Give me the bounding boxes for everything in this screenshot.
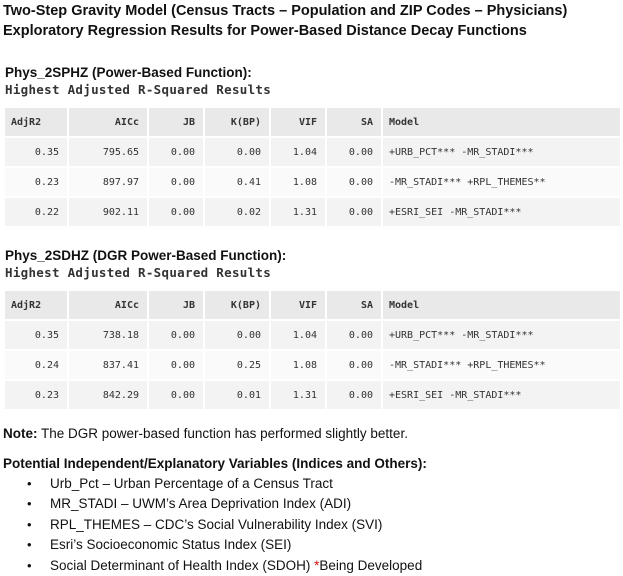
table-row: 0.24 837.41 0.00 0.25 1.08 0.00 -MR_STAD… xyxy=(5,351,622,381)
cell-aicc: 902.11 xyxy=(69,198,149,228)
col-header-aicc: AICc xyxy=(69,291,149,321)
bullet-icon: • xyxy=(27,496,32,512)
col-header-jb: JB xyxy=(149,291,205,321)
table-row: 0.22 902.11 0.00 0.02 1.31 0.00 +ESRI_SE… xyxy=(5,198,622,228)
col-header-adjr2: AdjR2 xyxy=(5,291,69,321)
cell-model: -MR_STADI*** +RPL_THEMES** xyxy=(383,168,622,198)
cell-jb: 0.00 xyxy=(149,381,205,411)
cell-jb: 0.00 xyxy=(149,138,205,168)
cell-model: +URB_PCT*** -MR_STADI*** xyxy=(383,138,622,168)
cell-adjr2: 0.35 xyxy=(5,138,69,168)
col-header-jb: JB xyxy=(149,108,205,138)
cell-vif: 1.08 xyxy=(271,351,327,381)
section1-results-table: AdjR2 AICc JB K(BP) VIF SA Model 0.35 79… xyxy=(5,108,622,228)
section2-label: Phys_2SDHZ (DGR Power-Based Function): xyxy=(5,248,287,263)
cell-jb: 0.00 xyxy=(149,198,205,228)
note: Note: The DGR power-based function has p… xyxy=(3,425,408,442)
cell-kbp: 0.00 xyxy=(205,321,271,351)
list-item-text: MR_STADI – UWM’s Area Deprivation Index … xyxy=(50,496,352,512)
cell-kbp: 0.25 xyxy=(205,351,271,381)
cell-vif: 1.08 xyxy=(271,168,327,198)
cell-sa: 0.00 xyxy=(327,351,383,381)
bullet-icon: • xyxy=(27,537,32,553)
list-item: • MR_STADI – UWM’s Area Deprivation Index… xyxy=(0,494,422,514)
cell-aicc: 795.65 xyxy=(69,138,149,168)
col-header-kbp: K(BP) xyxy=(205,108,271,138)
table-header-row: AdjR2 AICc JB K(BP) VIF SA Model xyxy=(5,108,622,138)
list-item: • Social Determinant of Health Index (SDO… xyxy=(0,556,422,576)
col-header-model: Model xyxy=(383,108,622,138)
cell-jb: 0.00 xyxy=(149,351,205,381)
table-row: 0.23 842.29 0.00 0.01 1.31 0.00 +ESRI_SE… xyxy=(5,381,622,411)
list-item-text: RPL_THEMES – CDC’s Social Vulnerability … xyxy=(50,516,383,532)
cell-kbp: 0.41 xyxy=(205,168,271,198)
list-item-text: Esri’s Socioeconomic Status Index (SEI) xyxy=(50,537,292,553)
cell-adjr2: 0.24 xyxy=(5,351,69,381)
cell-model: +ESRI_SEI -MR_STADI*** xyxy=(383,198,622,228)
cell-jb: 0.00 xyxy=(149,168,205,198)
list-item-suffix: Being Developed xyxy=(319,557,423,573)
cell-aicc: 842.29 xyxy=(69,381,149,411)
section1-label: Phys_2SPHZ (Power-Based Function): xyxy=(5,65,252,80)
list-item: • Esri’s Socioeconomic Status Index (SEI) xyxy=(0,535,422,555)
cell-sa: 0.00 xyxy=(327,168,383,198)
cell-sa: 0.00 xyxy=(327,381,383,411)
title-line-2: Exploratory Regression Results for Power… xyxy=(3,23,527,39)
table-row: 0.35 738.18 0.00 0.00 1.04 0.00 +URB_PCT… xyxy=(5,321,622,351)
cell-vif: 1.31 xyxy=(271,381,327,411)
col-header-vif: VIF xyxy=(271,108,327,138)
cell-aicc: 837.41 xyxy=(69,351,149,381)
list-item-text: Urb_Pct – Urban Percentage of a Census T… xyxy=(50,476,333,491)
cell-aicc: 897.97 xyxy=(69,168,149,198)
list-item-text: Social Determinant of Health Index (SDOH… xyxy=(50,557,315,573)
col-header-sa: SA xyxy=(327,108,383,138)
col-header-aicc: AICc xyxy=(69,108,149,138)
cell-kbp: 0.01 xyxy=(205,381,271,411)
col-header-model: Model xyxy=(383,291,622,321)
cell-aicc: 738.18 xyxy=(69,321,149,351)
section2-results-table: AdjR2 AICc JB K(BP) VIF SA Model 0.35 73… xyxy=(5,291,622,411)
cell-adjr2: 0.23 xyxy=(5,381,69,411)
cell-adjr2: 0.23 xyxy=(5,168,69,198)
cell-vif: 1.04 xyxy=(271,321,327,351)
col-header-kbp: K(BP) xyxy=(205,291,271,321)
col-header-adjr2: AdjR2 xyxy=(5,108,69,138)
cell-model: +ESRI_SEI -MR_STADI*** xyxy=(383,381,622,411)
cell-jb: 0.00 xyxy=(149,321,205,351)
list-item: • Urb_Pct – Urban Percentage of a Census … xyxy=(0,474,422,494)
col-header-vif: VIF xyxy=(271,291,327,321)
cell-adjr2: 0.35 xyxy=(5,321,69,351)
cell-adjr2: 0.22 xyxy=(5,198,69,228)
table-row: 0.35 795.65 0.00 0.00 1.04 0.00 +URB_PCT… xyxy=(5,138,622,168)
cell-kbp: 0.00 xyxy=(205,138,271,168)
table-header-row: AdjR2 AICc JB K(BP) VIF SA Model xyxy=(5,291,622,321)
col-header-sa: SA xyxy=(327,291,383,321)
list-item: • RPL_THEMES – CDC’s Social Vulnerability… xyxy=(0,515,422,535)
cell-model: -MR_STADI*** +RPL_THEMES** xyxy=(383,351,622,381)
cell-kbp: 0.02 xyxy=(205,198,271,228)
section1-subtitle: Highest Adjusted R-Squared Results xyxy=(5,82,272,97)
bullet-icon: • xyxy=(27,476,32,491)
cell-sa: 0.00 xyxy=(327,321,383,351)
bullet-icon: • xyxy=(27,557,32,573)
table-row: 0.23 897.97 0.00 0.41 1.08 0.00 -MR_STAD… xyxy=(5,168,622,198)
note-text: The DGR power-based function has perform… xyxy=(37,426,408,441)
title-line-1: Two-Step Gravity Model (Census Tracts – … xyxy=(3,3,568,19)
variables-list: • Urb_Pct – Urban Percentage of a Census … xyxy=(0,474,422,576)
cell-sa: 0.00 xyxy=(327,138,383,168)
cell-vif: 1.04 xyxy=(271,138,327,168)
cell-sa: 0.00 xyxy=(327,198,383,228)
variables-title: Potential Independent/Explanatory Variab… xyxy=(3,456,427,471)
asterisk-marker: * xyxy=(314,557,320,573)
cell-vif: 1.31 xyxy=(271,198,327,228)
note-label: Note: xyxy=(3,426,38,441)
bullet-icon: • xyxy=(27,516,32,532)
page-title: Two-Step Gravity Model (Census Tracts – … xyxy=(3,1,567,41)
section2-subtitle: Highest Adjusted R-Squared Results xyxy=(5,265,272,280)
cell-model: +URB_PCT*** -MR_STADI*** xyxy=(383,321,622,351)
